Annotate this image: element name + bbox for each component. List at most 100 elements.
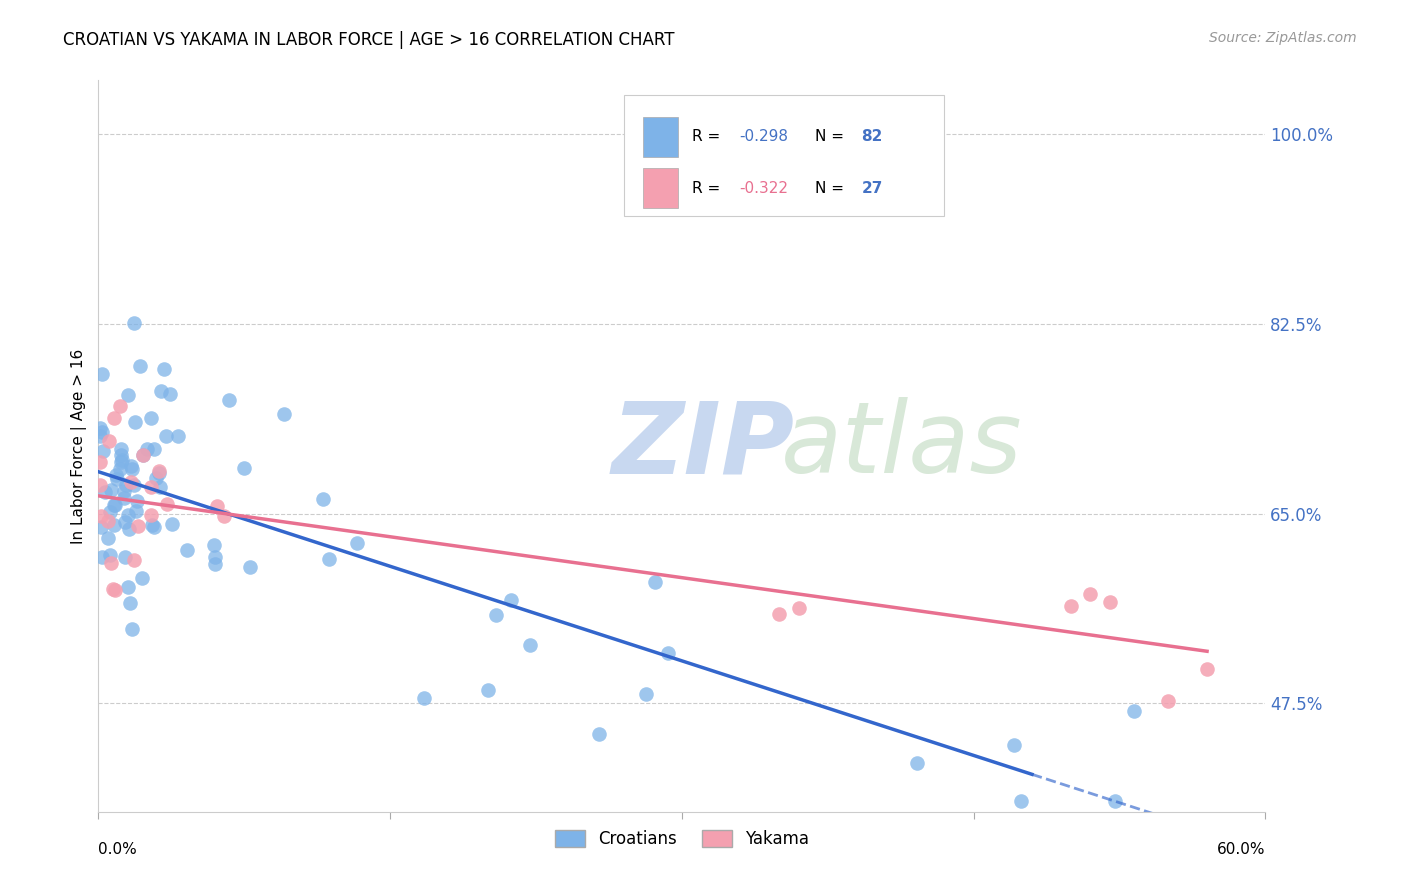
Text: 27: 27 (862, 181, 883, 195)
Text: R =: R = (692, 129, 725, 145)
FancyBboxPatch shape (624, 95, 945, 216)
Point (413, 691, 436, 706)
Point (89, 477, 111, 491)
Point (143, 519, 166, 533)
Point (149, 384, 172, 399)
Point (104, 498, 127, 512)
Point (128, 359, 150, 373)
Point (588, 727, 610, 741)
Point (90, 550, 112, 565)
Point (312, 492, 335, 507)
Point (110, 442, 132, 456)
Point (124, 316, 146, 330)
Point (644, 575, 666, 590)
Point (97, 514, 120, 528)
Point (139, 411, 162, 425)
Point (100, 483, 122, 498)
Point (118, 522, 141, 536)
FancyBboxPatch shape (644, 117, 679, 157)
Point (239, 560, 262, 574)
Point (120, 458, 142, 473)
Text: CROATIAN VS YAKAMA IN LABOR FORCE | AGE > 16 CORRELATION CHART: CROATIAN VS YAKAMA IN LABOR FORCE | AGE … (63, 31, 675, 49)
Point (89, 455, 111, 469)
Point (205, 499, 228, 513)
Point (114, 515, 136, 529)
Point (1157, 694, 1180, 708)
Point (1010, 794, 1032, 808)
Text: R =: R = (692, 181, 725, 195)
Point (89, 421, 111, 435)
Point (103, 517, 125, 532)
Point (768, 607, 790, 622)
Point (127, 519, 149, 533)
Text: N =: N = (815, 129, 849, 145)
Text: ZIP: ZIP (612, 398, 794, 494)
Point (117, 388, 139, 402)
Point (105, 472, 128, 486)
Text: Source: ZipAtlas.com: Source: ZipAtlas.com (1209, 31, 1357, 45)
Point (111, 453, 134, 467)
Point (149, 479, 172, 493)
Point (657, 646, 679, 660)
Point (204, 557, 226, 571)
Point (120, 475, 142, 490)
Point (1104, 794, 1126, 808)
Point (153, 361, 176, 376)
Point (139, 480, 162, 494)
Point (124, 477, 146, 491)
Point (98, 548, 121, 562)
Point (103, 410, 125, 425)
Point (91, 425, 114, 439)
Point (97, 434, 120, 449)
Point (91, 367, 114, 381)
Point (141, 517, 163, 532)
Point (121, 462, 143, 476)
Point (202, 538, 225, 552)
Point (105, 467, 128, 482)
Point (117, 580, 139, 594)
Point (233, 460, 256, 475)
Point (94, 485, 117, 500)
Text: N =: N = (815, 181, 849, 195)
Point (787, 601, 810, 615)
Point (155, 429, 177, 443)
Point (160, 517, 183, 532)
Point (125, 494, 148, 508)
Text: 0.0%: 0.0% (98, 842, 138, 857)
Point (114, 549, 136, 564)
Text: 60.0%: 60.0% (1218, 842, 1265, 857)
Y-axis label: In Labor Force | Age > 16: In Labor Force | Age > 16 (72, 349, 87, 543)
Point (634, 687, 657, 701)
Point (139, 508, 162, 523)
Point (905, 756, 928, 771)
Point (218, 392, 240, 407)
Point (121, 622, 143, 636)
Point (142, 442, 165, 457)
Point (108, 461, 131, 475)
Point (166, 429, 188, 443)
Point (114, 491, 136, 506)
Point (485, 608, 508, 623)
Point (1195, 662, 1218, 676)
Point (273, 407, 295, 421)
Point (110, 455, 132, 469)
Point (103, 498, 125, 512)
Point (91, 443, 114, 458)
Point (132, 448, 155, 462)
Point (148, 466, 170, 480)
Point (118, 596, 141, 610)
Point (318, 551, 340, 566)
Point (124, 553, 146, 567)
Point (477, 682, 499, 697)
Point (98, 505, 121, 519)
Point (346, 536, 368, 550)
Point (204, 550, 226, 565)
Point (110, 448, 132, 462)
Point (124, 415, 146, 429)
Point (115, 477, 138, 491)
Point (97, 531, 120, 545)
Point (1080, 587, 1102, 601)
Point (103, 582, 125, 596)
Point (100, 556, 122, 570)
Point (90, 520, 112, 534)
